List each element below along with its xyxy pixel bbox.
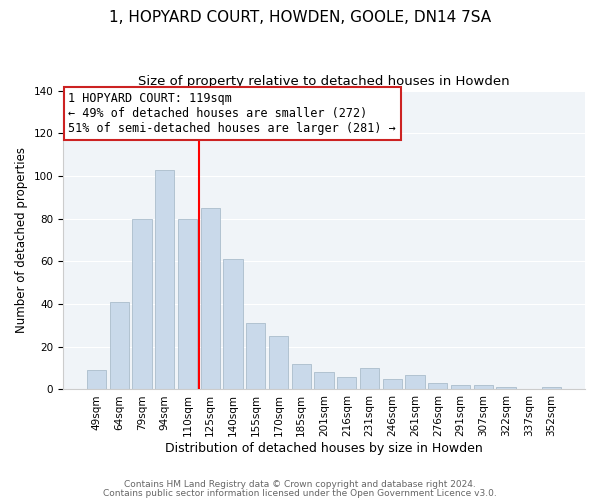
Bar bbox=[542, 388, 561, 390]
Y-axis label: Number of detached properties: Number of detached properties bbox=[15, 147, 28, 333]
Bar bbox=[496, 388, 516, 390]
Bar bbox=[200, 208, 220, 390]
Bar bbox=[406, 374, 425, 390]
Bar bbox=[292, 364, 311, 390]
Bar bbox=[337, 376, 356, 390]
Text: Contains public sector information licensed under the Open Government Licence v3: Contains public sector information licen… bbox=[103, 489, 497, 498]
Text: Contains HM Land Registry data © Crown copyright and database right 2024.: Contains HM Land Registry data © Crown c… bbox=[124, 480, 476, 489]
Text: 1, HOPYARD COURT, HOWDEN, GOOLE, DN14 7SA: 1, HOPYARD COURT, HOWDEN, GOOLE, DN14 7S… bbox=[109, 10, 491, 25]
Bar bbox=[178, 218, 197, 390]
Bar bbox=[360, 368, 379, 390]
Bar bbox=[155, 170, 175, 390]
Bar bbox=[132, 218, 152, 390]
Bar bbox=[473, 385, 493, 390]
Bar bbox=[223, 259, 242, 390]
Title: Size of property relative to detached houses in Howden: Size of property relative to detached ho… bbox=[138, 75, 510, 88]
X-axis label: Distribution of detached houses by size in Howden: Distribution of detached houses by size … bbox=[165, 442, 483, 455]
Bar bbox=[110, 302, 129, 390]
Bar bbox=[269, 336, 288, 390]
Bar bbox=[383, 379, 402, 390]
Bar bbox=[87, 370, 106, 390]
Bar bbox=[314, 372, 334, 390]
Bar bbox=[451, 385, 470, 390]
Bar bbox=[246, 324, 265, 390]
Text: 1 HOPYARD COURT: 119sqm
← 49% of detached houses are smaller (272)
51% of semi-d: 1 HOPYARD COURT: 119sqm ← 49% of detache… bbox=[68, 92, 396, 135]
Bar bbox=[428, 383, 448, 390]
